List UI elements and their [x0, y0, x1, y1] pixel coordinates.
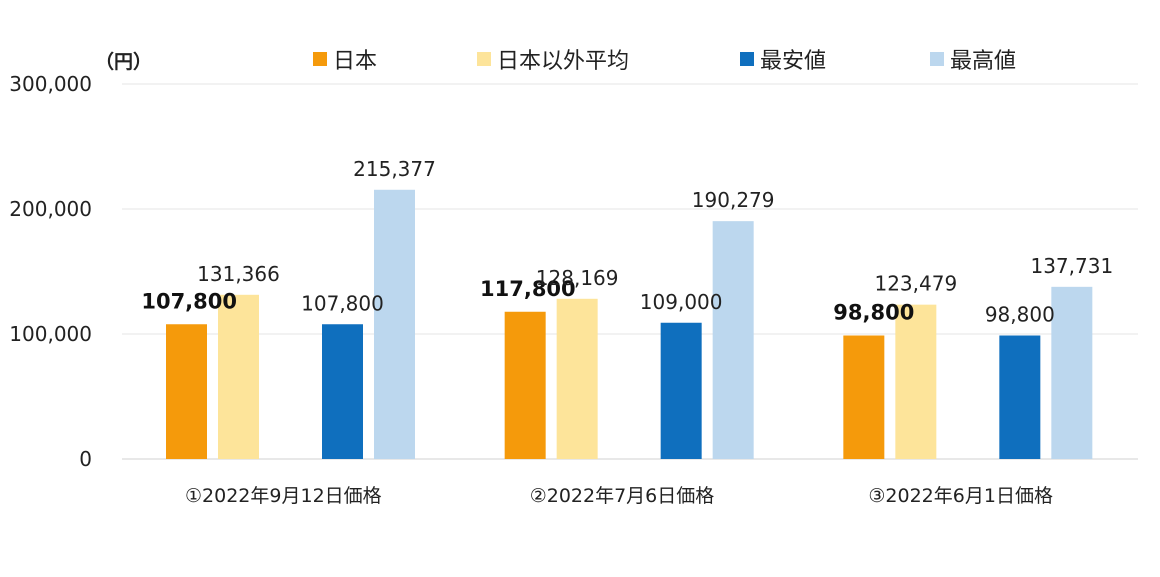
data-label: 109,000: [640, 290, 723, 314]
data-label: 190,279: [692, 188, 775, 212]
y-tick-label: 0: [79, 447, 92, 471]
data-label: 128,169: [536, 266, 619, 290]
y-axis: 0 100,000 200,000 300,000: [9, 72, 92, 471]
x-tick-label: ③2022年6月1日価格: [868, 485, 1053, 507]
data-label: 98,800: [985, 303, 1055, 327]
bar-4-1: [374, 189, 415, 459]
y-tick-label: 100,000: [9, 322, 92, 346]
legend: 日本 日本以外平均 最安値 最高値: [313, 49, 1016, 74]
data-label: 107,800: [141, 289, 237, 313]
data-label: 137,731: [1030, 254, 1113, 278]
data-labels: 107,800 131,366 107,800 215,377 117,800128,1…: [141, 157, 1113, 327]
x-axis: ①2022年9月12日価格 ②2022年7月6日価格 ③2022年6月1日価格: [185, 485, 1053, 507]
data-label: 117,800: [480, 277, 576, 301]
data-label: 107,800: [301, 291, 384, 315]
bar-4-2: [712, 221, 754, 459]
bar-1-2: [504, 311, 546, 459]
gridlines: [122, 83, 1138, 460]
x-tick-label: ①2022年9月12日価格: [185, 485, 382, 507]
legend-label: 最安値: [760, 49, 826, 74]
y-tick-label: 300,000: [9, 72, 92, 96]
bar-2-1: [218, 294, 259, 459]
unit-label: （円）: [95, 50, 152, 73]
legend-swatch: [477, 52, 491, 66]
bar-3-1: [322, 324, 363, 459]
bar-2-2: [556, 298, 598, 459]
data-label: 215,377: [353, 157, 436, 181]
bars: [166, 189, 1093, 459]
bar-1-1: [166, 324, 207, 459]
bar-3-3: [999, 335, 1041, 459]
bar-4-3: [1051, 286, 1093, 459]
y-tick-label: 200,000: [9, 197, 92, 221]
data-label: 98,800: [833, 301, 914, 325]
legend-swatch: [313, 52, 327, 66]
bar-1-3: [843, 335, 885, 459]
x-tick-label: ②2022年7月6日価格: [530, 485, 715, 507]
legend-label: 日本以外平均: [497, 49, 629, 74]
legend-label: 日本: [333, 49, 377, 74]
data-label: 123,479: [874, 272, 957, 296]
data-label: 131,366: [197, 262, 280, 286]
legend-swatch: [740, 52, 754, 66]
legend-swatch: [930, 52, 944, 66]
bar-2-3: [895, 304, 937, 459]
bar-3-2: [660, 322, 702, 459]
legend-label: 最高値: [950, 49, 1016, 74]
